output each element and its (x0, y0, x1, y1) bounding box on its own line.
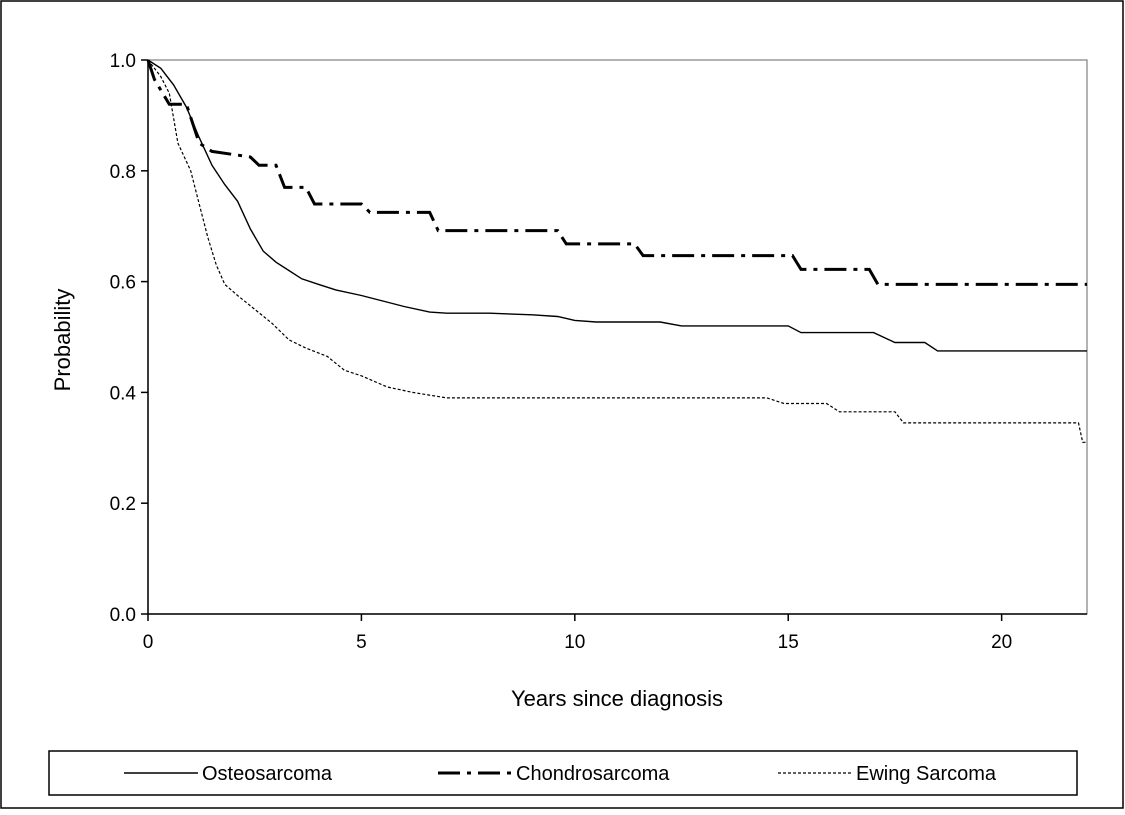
x-axis-label: Years since diagnosis (511, 686, 723, 711)
x-tick-label: 15 (778, 632, 799, 653)
legend-box (48, 750, 1078, 796)
plot-area-frame (147, 59, 1088, 615)
y-tick-label: 0.4 (110, 383, 137, 404)
y-tick-label: 1.0 (110, 51, 136, 72)
y-tick-label: 0.2 (110, 494, 136, 515)
series-line-chondrosarcoma (146, 59, 1087, 286)
plot-area-group (147, 59, 1088, 615)
legend: Osteosarcoma Chondrosarcoma Ewing Sarcoma (48, 750, 1078, 796)
y-tick-label: 0.8 (110, 162, 136, 183)
y-tick-label: 0.0 (110, 605, 136, 626)
x-tick-label: 0 (143, 632, 154, 653)
legend-label-ewing-sarcoma: Ewing Sarcoma (856, 763, 997, 785)
x-tick-label: 5 (356, 632, 367, 653)
y-axis-label: Probability (50, 289, 75, 392)
axes-group: 0.0 0.2 0.4 0.6 0.8 1.0 0 5 10 15 20 (110, 51, 1087, 653)
series-group (146, 59, 1087, 443)
y-tick-label: 0.6 (110, 273, 136, 294)
legend-label-chondrosarcoma: Chondrosarcoma (516, 763, 670, 785)
x-tick-label: 20 (991, 632, 1012, 653)
series-line-ewing-sarcoma (147, 59, 1087, 443)
x-tick-label: 10 (564, 632, 585, 653)
legend-label-osteosarcoma: Osteosarcoma (202, 763, 333, 785)
series-line-osteosarcoma (147, 59, 1087, 352)
